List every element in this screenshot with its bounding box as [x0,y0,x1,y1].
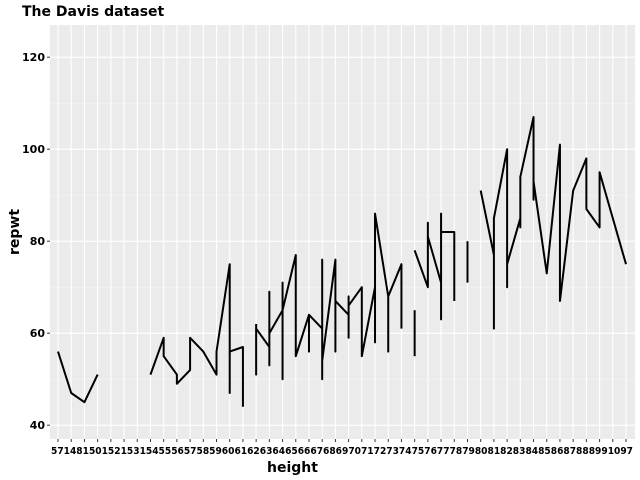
y-tick-label: 40 [30,419,46,432]
x-axis-title: height [267,460,318,476]
grid-minor [50,102,635,380]
series-line [149,263,244,407]
chart-title: The Davis dataset [22,4,165,20]
y-tick-label: 80 [30,235,46,248]
x-axis: 5714815015215315455565758596061626364656… [51,439,633,457]
series-line [57,351,99,404]
series-line [413,212,456,321]
y-tick-label: 60 [30,327,46,340]
y-axis: 40 60 80 100 120 [22,51,50,432]
y-axis-title: repwt [7,209,23,255]
series-line [255,212,403,381]
y-tick-label: 100 [22,143,45,156]
plot-panel [50,25,635,439]
x-tick-labels: 5714815015215315455565758596061626364656… [51,446,633,457]
series-line [479,116,627,330]
y-tick-label: 120 [22,51,45,64]
data-series [57,116,627,407]
